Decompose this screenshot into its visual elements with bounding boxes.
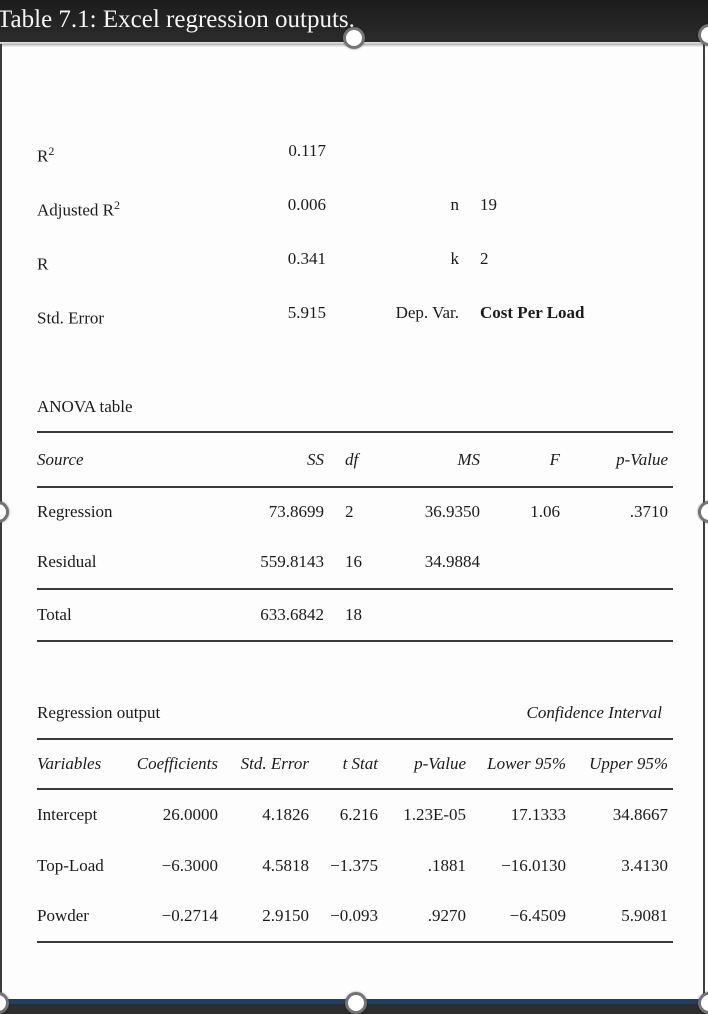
regression-cell-t-stat: −0.093 (330, 906, 378, 925)
regression-row-powder: Powder −0.2714 2.9150 −0.093 .9270 −6.45… (37, 903, 673, 929)
anova-header-df: df (345, 450, 359, 469)
anova-cell-df: 2 (345, 502, 354, 521)
resize-handle-right[interactable] (698, 501, 708, 523)
resize-handle-top-right[interactable] (698, 24, 708, 46)
regression-cell-coefficient: −0.2714 (161, 906, 218, 925)
stat-label: R (37, 254, 49, 274)
anova-rule-header (37, 486, 673, 488)
anova-cell-pvalue (560, 549, 673, 575)
stat-row-r: R 0.341 k 2 (37, 246, 673, 274)
anova-header-f: F (549, 450, 560, 469)
regression-rule-top (37, 738, 673, 740)
anova-row-total: Total 633.6842 18 (37, 602, 673, 628)
regression-header-upper95: Upper 95% (589, 754, 668, 773)
resize-handle-top[interactable] (343, 27, 365, 49)
stat-extra-value: 19 (480, 195, 497, 214)
anova-header-ss: SS (307, 450, 324, 469)
stat-extra-value (459, 138, 673, 170)
anova-cell-source: Total (37, 605, 72, 624)
anova-cell-ms (384, 602, 480, 628)
regression-header-t-stat: t Stat (342, 754, 378, 773)
regression-cell-pvalue: .1881 (427, 856, 466, 875)
anova-cell-pvalue: .3710 (629, 502, 668, 521)
stat-value: 0.341 (287, 249, 326, 268)
anova-cell-source: Regression (37, 502, 113, 521)
anova-row-residual: Residual 559.8143 16 34.9884 (37, 549, 673, 575)
anova-cell-ss: 559.8143 (260, 552, 324, 571)
anova-cell-source: Residual (37, 552, 97, 571)
table-caption: Table 7.1: Excel regression outputs. (0, 6, 355, 33)
regression-cell-upper95: 34.8667 (612, 805, 668, 824)
anova-header-source: Source (37, 450, 84, 469)
regression-cell-lower95: 17.1333 (510, 805, 566, 824)
regression-cell-upper95: 3.4130 (621, 856, 668, 875)
regression-cell-pvalue: .9270 (427, 906, 466, 925)
anova-header-ms: MS (457, 450, 480, 469)
anova-cell-ss: 73.8699 (268, 502, 324, 521)
stat-row-std-error: Std. Error 5.915 Dep. Var. Cost Per Load (37, 300, 673, 328)
resize-handle-bottom[interactable] (345, 992, 367, 1014)
regression-section-label: Regression output (37, 703, 161, 722)
anova-rule-top (37, 431, 673, 433)
regression-cell-t-stat: 6.216 (339, 805, 378, 824)
anova-cell-ss: 633.6842 (260, 605, 324, 624)
anova-cell-df: 16 (345, 552, 362, 571)
stat-row-r-squared: R2 0.117 (37, 138, 673, 166)
regression-cell-std-error: 4.5818 (262, 856, 309, 875)
stat-value: 0.006 (287, 195, 326, 214)
stat-extra-value: 2 (480, 249, 489, 268)
anova-section-label: ANOVA table (37, 397, 133, 416)
anova-header-row: Source SS df MS F p-Value (37, 447, 673, 473)
regression-cell-lower95: −6.4509 (509, 906, 566, 925)
regression-cell-lower95: −16.0130 (501, 856, 566, 875)
anova-cell-df: 18 (345, 605, 362, 624)
stat-label: R2 (37, 144, 55, 166)
anova-cell-f: 1.06 (530, 502, 560, 521)
anova-header-pvalue: p-Value (616, 450, 668, 469)
stat-value: 0.117 (288, 141, 326, 160)
anova-cell-ms: 34.9884 (424, 552, 480, 571)
regression-header-pvalue: p-Value (414, 754, 466, 773)
regression-row-top-load: Top-Load −6.3000 4.5818 −1.375 .1881 −16… (37, 853, 673, 879)
regression-row-intercept: Intercept 26.0000 4.1826 6.216 1.23E-05 … (37, 802, 673, 828)
regression-rule-bottom (37, 941, 673, 943)
regression-header-coefficients: Coefficients (136, 754, 218, 773)
regression-header-std-error: Std. Error (240, 754, 309, 773)
regression-header-row: Variables Coefficients Std. Error t Stat… (37, 751, 673, 777)
regression-cell-coefficient: −6.3000 (161, 856, 218, 875)
regression-header-variables: Variables (37, 754, 102, 773)
regression-section-labels: Regression output Confidence Interval (37, 700, 673, 726)
regression-cell-std-error: 2.9150 (262, 906, 309, 925)
anova-row-regression: Regression 73.8699 2 36.9350 1.06 .3710 (37, 499, 673, 525)
stat-row-adj-r-squared: Adjusted R2 0.006 n 19 (37, 192, 673, 220)
regression-cell-t-stat: −1.375 (330, 856, 378, 875)
regression-rule-header (37, 788, 673, 790)
resize-handle-bottom-right[interactable] (698, 992, 708, 1014)
regression-cell-upper95: 5.9081 (621, 906, 668, 925)
regression-header-lower95: Lower 95% (487, 754, 566, 773)
stat-value: 5.915 (287, 303, 326, 322)
stat-label: Adjusted R2 (37, 198, 120, 220)
regression-cell-coefficient: 26.0000 (162, 805, 218, 824)
regression-cell-pvalue: 1.23E-05 (403, 805, 466, 824)
stat-extra-label: k (450, 249, 460, 268)
confidence-interval-label: Confidence Interval (526, 703, 663, 722)
anova-cell-ms: 36.9350 (424, 502, 480, 521)
regression-cell-variable: Top-Load (37, 856, 104, 875)
resize-handle-left[interactable] (0, 501, 9, 523)
anova-cell-f (480, 602, 560, 628)
anova-cell-pvalue (560, 602, 673, 628)
stat-extra-label: Dep. Var. (395, 303, 459, 322)
stat-extra-label: n (450, 195, 460, 214)
dependent-variable-value: Cost Per Load (480, 303, 585, 322)
anova-rule-bottom (37, 640, 673, 642)
regression-cell-variable: Powder (37, 906, 89, 925)
regression-cell-std-error: 4.1826 (262, 805, 309, 824)
anova-cell-f (480, 549, 560, 575)
regression-cell-variable: Intercept (37, 805, 98, 824)
stat-label: Std. Error (37, 308, 105, 328)
anova-rule-total (37, 588, 673, 590)
stat-extra-label (326, 138, 459, 170)
